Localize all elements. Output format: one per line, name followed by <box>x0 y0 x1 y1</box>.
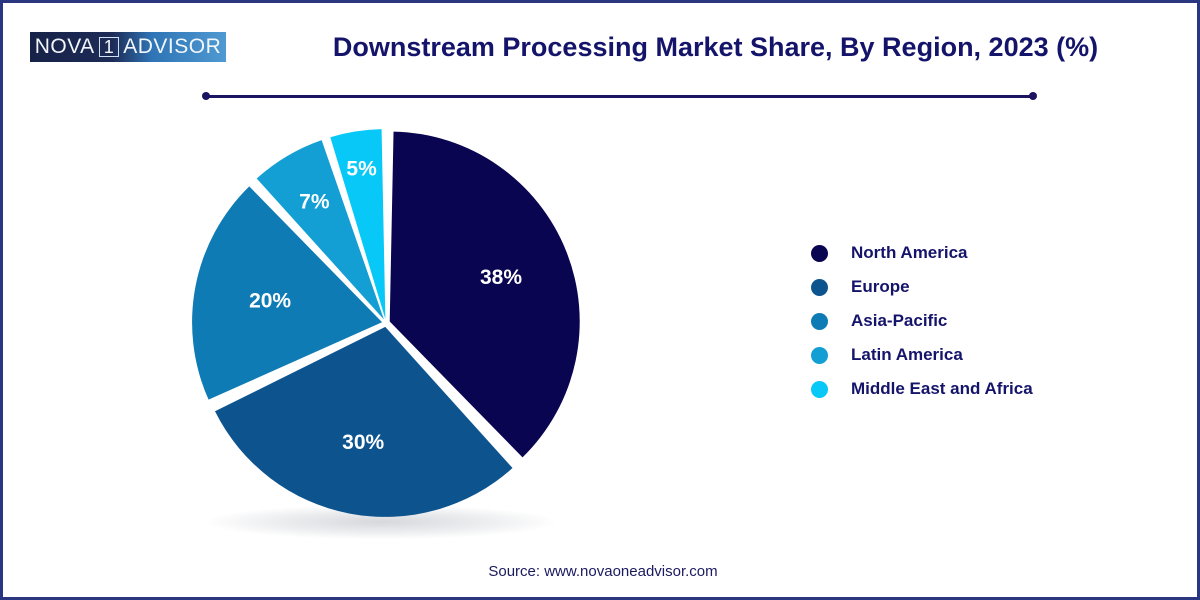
legend-item[interactable]: Middle East and Africa <box>811 372 1141 406</box>
pie-slice-label: 7% <box>299 190 330 213</box>
pie-chart-svg: 38% 30% 20% 7% 5% <box>192 129 580 517</box>
legend-color-swatch <box>811 346 828 364</box>
legend-color-swatch <box>811 244 828 262</box>
logo-text: NOVA 1 ADVISOR <box>35 35 222 59</box>
pie-slice-label: 20% <box>249 289 291 312</box>
pie-slice[interactable] <box>192 186 383 400</box>
divider-dot-right <box>1029 92 1037 100</box>
legend-color-swatch <box>811 278 828 296</box>
legend-item[interactable]: Asia-Pacific <box>811 304 1141 338</box>
legend-item-label: Latin America <box>851 345 963 364</box>
divider-line <box>203 95 1036 98</box>
legend-item-label: North America <box>851 243 968 262</box>
title-divider <box>202 92 1037 100</box>
page-title: Downstream Processing Market Share, By R… <box>332 32 1099 62</box>
pie-slice-label: 5% <box>346 157 377 180</box>
pie-slice[interactable] <box>214 326 513 517</box>
legend-item-label: Middle East and Africa <box>851 379 1033 398</box>
legend-item[interactable]: North America <box>811 236 1141 270</box>
legend-item[interactable]: Europe <box>811 270 1141 304</box>
legend-color-swatch <box>811 380 828 398</box>
pie-slice-label: 38% <box>480 266 522 289</box>
pie-slice-label: 30% <box>342 431 384 454</box>
nova-advisor-logo: NOVA 1 ADVISOR <box>30 32 226 62</box>
pie-chart: 38% 30% 20% 7% 5% <box>171 101 611 561</box>
legend: North America Europe Asia-Pacific Latin Ame… <box>811 236 1141 406</box>
divider-dot-left <box>202 92 210 100</box>
source-note: Source: www.novaoneadvisor.com <box>488 563 718 580</box>
legend-color-swatch <box>811 312 828 330</box>
pie-slice[interactable] <box>256 140 384 320</box>
pie-slice[interactable] <box>389 131 580 458</box>
logo-text-nova: NOVA <box>34 35 95 58</box>
logo-badge-one: 1 <box>98 36 120 58</box>
legend-item[interactable]: Latin America <box>811 338 1141 372</box>
pie-slice[interactable] <box>330 129 386 320</box>
legend-item-label: Europe <box>851 277 910 296</box>
logo-text-advisor: ADVISOR <box>123 35 222 58</box>
legend-item-label: Asia-Pacific <box>851 311 948 330</box>
